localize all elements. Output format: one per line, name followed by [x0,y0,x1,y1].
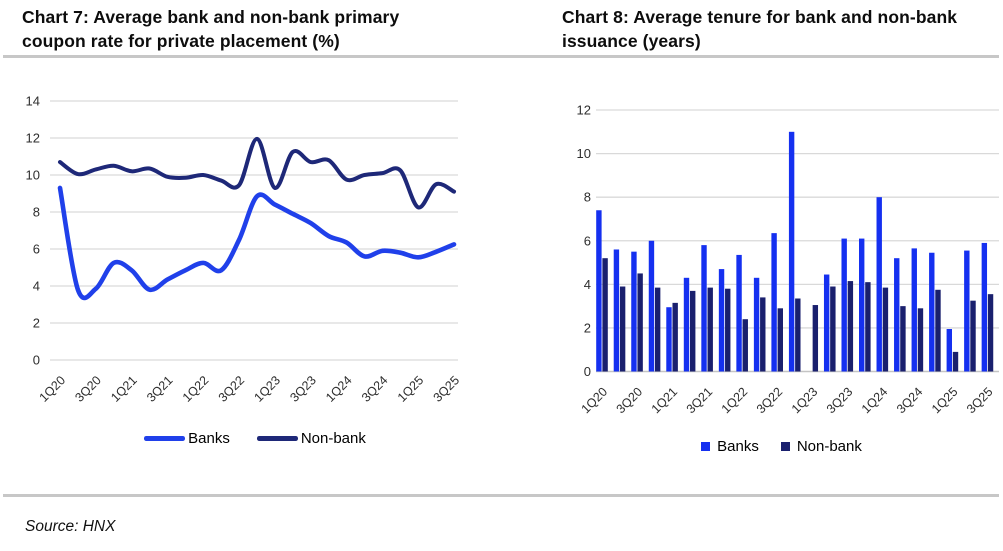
legend-item-banks: Banks [701,438,759,455]
svg-text:3Q23: 3Q23 [824,385,856,417]
svg-text:6: 6 [33,242,40,257]
legend-label-banks: Banks [188,430,230,447]
svg-text:1Q25: 1Q25 [395,373,427,405]
svg-text:3Q25: 3Q25 [431,373,463,405]
svg-text:3Q21: 3Q21 [144,373,176,405]
legend-item-non-bank: Non-bank [780,438,862,455]
legend-label-banks: Banks [717,438,759,455]
svg-text:3Q20: 3Q20 [614,385,646,417]
svg-text:1Q23: 1Q23 [252,373,284,405]
svg-text:1Q20: 1Q20 [579,385,611,417]
legend-label-non-bank: Non-bank [300,430,366,447]
svg-text:1Q21: 1Q21 [108,373,140,405]
source-note: Source: HNX [25,518,116,535]
svg-text:8: 8 [584,190,591,205]
svg-text:3Q20: 3Q20 [72,373,104,405]
chart8-legend: Banks Non-bank [560,438,1003,455]
svg-text:0: 0 [33,353,40,368]
svg-text:6: 6 [584,233,591,248]
svg-text:3Q24: 3Q24 [894,385,926,417]
svg-text:1Q24: 1Q24 [323,373,355,405]
header-divider [3,55,999,58]
svg-text:1Q22: 1Q22 [180,373,212,405]
svg-text:12: 12 [26,131,40,146]
legend-item-banks: Banks [144,430,230,447]
svg-text:12: 12 [577,103,591,118]
svg-text:1Q20: 1Q20 [37,373,69,405]
svg-text:4: 4 [584,277,591,292]
legend-item-non-bank: Non-bank [256,430,366,447]
legend-label-non-bank: Non-bank [796,438,862,455]
svg-text:2: 2 [33,316,40,331]
svg-text:0: 0 [584,364,591,379]
svg-text:10: 10 [577,146,591,161]
svg-text:8: 8 [33,205,40,220]
chart7-legend: Banks Non-bank [20,430,490,447]
chart8-title: Chart 8: Average tenure for bank and non… [562,7,958,51]
non-bank-line-swatch [256,436,298,441]
svg-text:1Q24: 1Q24 [859,385,891,417]
svg-text:1Q23: 1Q23 [789,385,821,417]
svg-text:1Q21: 1Q21 [649,385,681,417]
svg-text:1Q25: 1Q25 [929,385,961,417]
svg-text:3Q24: 3Q24 [359,373,391,405]
svg-text:3Q21: 3Q21 [684,385,716,417]
svg-text:3Q22: 3Q22 [754,385,786,417]
svg-text:4: 4 [33,279,40,294]
svg-text:1Q22: 1Q22 [719,385,751,417]
svg-text:14: 14 [26,94,40,109]
svg-text:3Q22: 3Q22 [216,373,248,405]
svg-text:3Q25: 3Q25 [964,385,996,417]
svg-text:10: 10 [26,168,40,183]
footer-divider [3,494,999,497]
svg-text:3Q23: 3Q23 [287,373,319,405]
svg-text:2: 2 [584,320,591,335]
banks-line-swatch [144,436,186,441]
banks-square-swatch [701,442,711,451]
non-bank-square-swatch [780,442,790,451]
chart7-title: Chart 7: Average bank and non-bank prima… [22,7,400,51]
